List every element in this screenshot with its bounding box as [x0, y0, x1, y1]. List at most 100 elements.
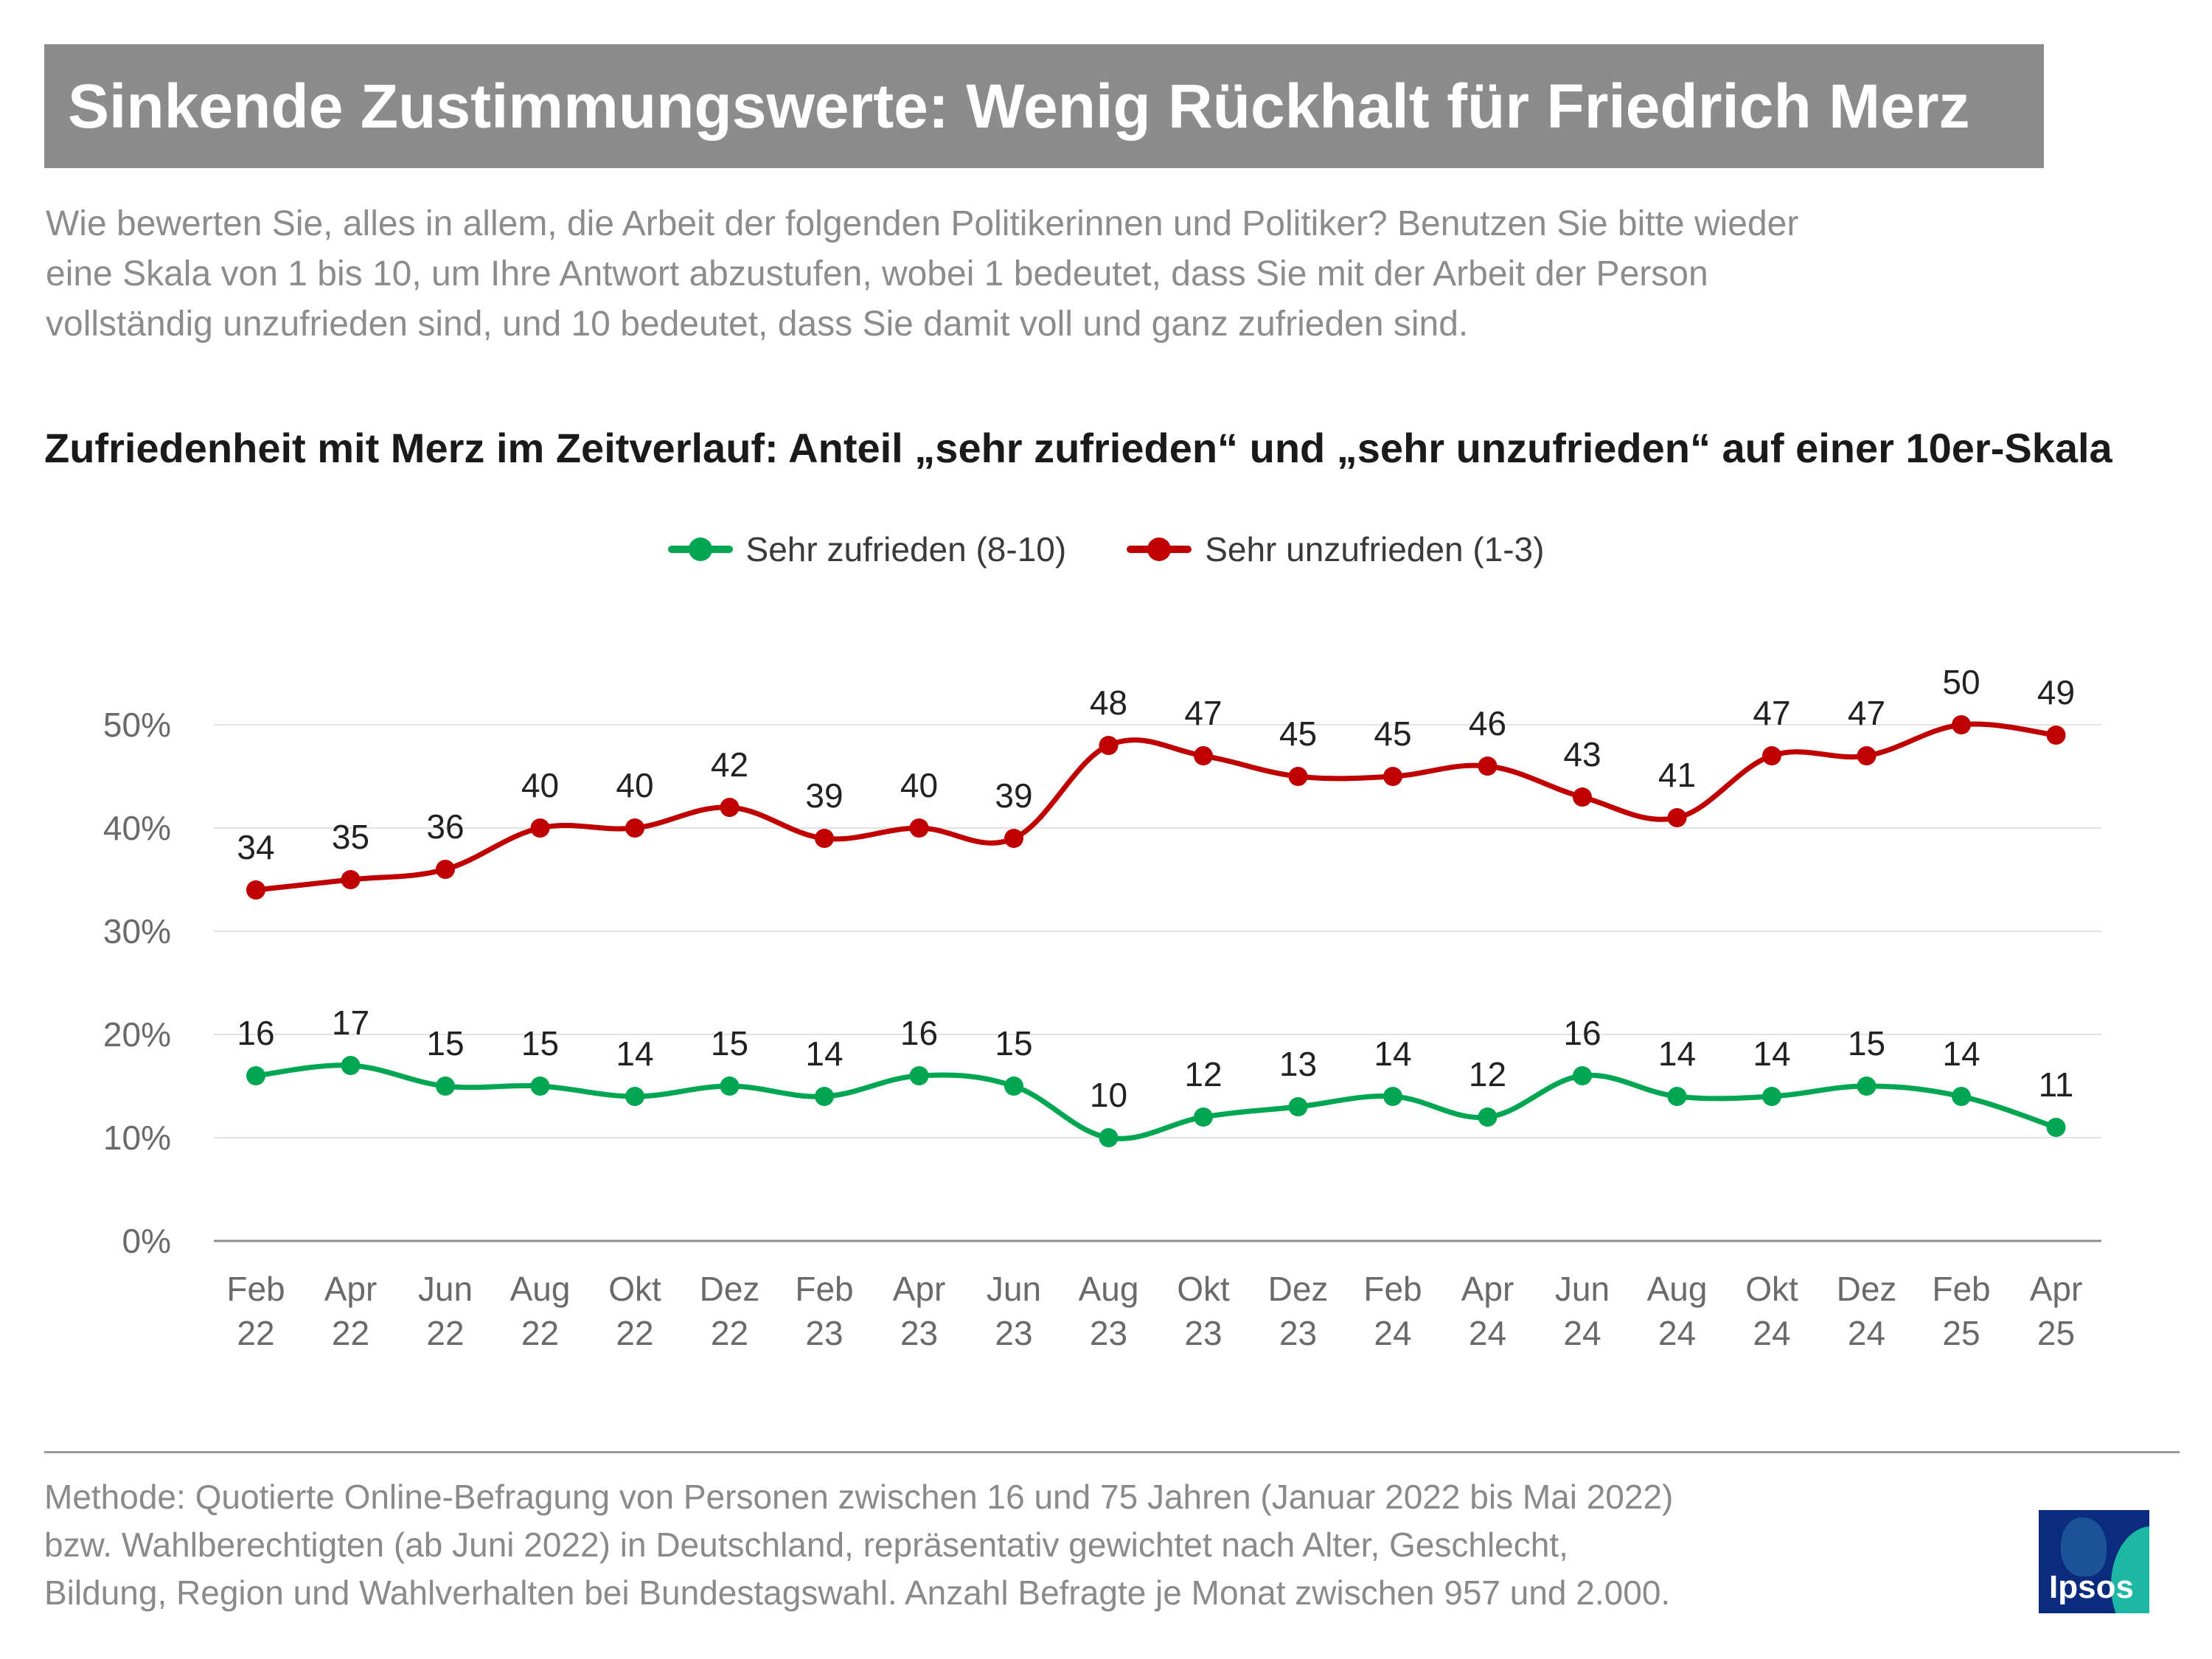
data-label: 14	[1753, 1034, 1790, 1073]
data-point-sehr-unzufrieden	[625, 818, 644, 838]
chart-legend: Sehr zufrieden (8-10) Sehr unzufrieden (…	[0, 529, 2212, 569]
x-tick-label-year: 22	[521, 1314, 559, 1352]
x-tick-label-month: Aug	[1647, 1270, 1708, 1308]
data-label: 16	[900, 1014, 938, 1052]
legend-item-sehr-unzufrieden: Sehr unzufrieden (1-3)	[1127, 529, 1544, 569]
data-label: 12	[1184, 1055, 1222, 1093]
data-label: 17	[332, 1004, 369, 1042]
y-tick-label: 40%	[103, 809, 171, 847]
data-point-sehr-zufrieden	[530, 1077, 550, 1096]
data-label: 15	[711, 1024, 748, 1062]
data-point-sehr-unzufrieden	[1952, 715, 1971, 734]
data-label: 15	[521, 1024, 559, 1062]
x-tick-label-year: 23	[1090, 1314, 1127, 1352]
data-label: 15	[995, 1024, 1032, 1062]
data-label: 15	[1848, 1024, 1885, 1062]
x-tick-label-month: Apr	[324, 1270, 378, 1308]
question-line: vollständig unzufrieden sind, und 10 bed…	[46, 305, 1469, 344]
footnote-line: Bildung, Region und Wahlverhalten bei Bu…	[44, 1573, 1671, 1612]
x-tick-label-month: Apr	[2030, 1270, 2083, 1308]
data-label: 41	[1658, 756, 1696, 794]
x-tick-label-year: 23	[995, 1314, 1032, 1352]
data-label: 40	[521, 766, 559, 804]
data-label: 14	[805, 1034, 843, 1073]
data-point-sehr-zufrieden	[1383, 1087, 1402, 1106]
x-tick-label-year: 24	[1753, 1314, 1790, 1352]
data-point-sehr-unzufrieden	[1857, 746, 1877, 765]
data-label: 42	[711, 745, 748, 784]
data-label: 16	[1563, 1014, 1601, 1052]
x-tick-label-month: Feb	[226, 1270, 285, 1308]
x-tick-label-year: 22	[616, 1314, 653, 1352]
data-point-sehr-zufrieden	[1099, 1128, 1119, 1147]
survey-question: Wie bewerten Sie, alles in allem, die Ar…	[46, 199, 2051, 349]
data-label: 47	[1184, 694, 1222, 732]
x-tick-label-year: 24	[1848, 1314, 1885, 1352]
x-tick-label-year: 22	[237, 1314, 274, 1352]
x-tick-label-month: Jun	[418, 1270, 473, 1308]
x-tick-label-month: Dez	[1268, 1270, 1329, 1308]
x-tick-label-year: 24	[1658, 1314, 1696, 1352]
legend-item-sehr-zufrieden: Sehr zufrieden (8-10)	[667, 529, 1066, 569]
data-label: 35	[332, 818, 369, 856]
x-tick-label-year: 23	[900, 1314, 938, 1352]
data-label: 49	[2037, 673, 2075, 712]
data-point-sehr-zufrieden	[1573, 1066, 1592, 1085]
data-label: 16	[237, 1014, 274, 1052]
series-line-sehr-unzufrieden	[253, 721, 2059, 893]
series-line-sehr-zufrieden	[253, 1062, 2059, 1141]
data-point-sehr-zufrieden	[341, 1056, 361, 1075]
x-tick-label-month: Dez	[700, 1270, 760, 1308]
footnote-line: bzw. Wahlberechtigten (ab Juni 2022) in …	[44, 1526, 1568, 1564]
data-label: 14	[1942, 1034, 1980, 1073]
data-point-sehr-unzufrieden	[1194, 746, 1213, 765]
data-label: 46	[1469, 704, 1506, 742]
x-tick-label-year: 23	[1279, 1314, 1317, 1352]
x-tick-label-month: Jun	[987, 1270, 1041, 1308]
data-point-sehr-unzufrieden	[341, 870, 361, 889]
data-point-sehr-unzufrieden	[1762, 746, 1781, 765]
legend-line-marker-icon	[1127, 538, 1192, 561]
chart-title: Zufriedenheit mit Merz im Zeitverlauf: A…	[44, 425, 2112, 471]
x-tick-label-year: 24	[1374, 1314, 1411, 1352]
data-point-sehr-zufrieden	[909, 1066, 929, 1085]
x-tick-label-month: Apr	[1461, 1270, 1514, 1308]
data-point-sehr-zufrieden	[1857, 1077, 1877, 1096]
x-tick-label-month: Aug	[510, 1270, 571, 1308]
x-tick-label-month: Okt	[1745, 1270, 1798, 1308]
data-point-sehr-zufrieden	[1478, 1107, 1498, 1127]
method-footnote: Methode: Quotierte Online-Befragung von …	[44, 1473, 2035, 1617]
x-tick-label-year: 25	[2037, 1314, 2075, 1352]
data-point-sehr-unzufrieden	[909, 818, 929, 838]
x-tick-label-month: Okt	[1177, 1270, 1230, 1308]
data-point-sehr-zufrieden	[1004, 1077, 1023, 1096]
x-tick-label-month: Aug	[1079, 1270, 1139, 1308]
data-label: 50	[1942, 663, 1980, 701]
data-label: 10	[1090, 1076, 1127, 1114]
data-point-sehr-unzufrieden	[530, 818, 550, 838]
data-label: 40	[616, 766, 653, 804]
data-label: 39	[995, 776, 1032, 815]
x-tick-label-year: 22	[426, 1314, 464, 1352]
data-point-sehr-unzufrieden	[815, 829, 834, 848]
x-tick-label-month: Dez	[1837, 1270, 1897, 1308]
data-label: 14	[1374, 1034, 1411, 1073]
data-label: 47	[1848, 694, 1885, 732]
legend-label: Sehr unzufrieden (1-3)	[1205, 530, 1545, 568]
data-point-sehr-unzufrieden	[1667, 808, 1687, 827]
x-tick-label-year: 24	[1469, 1314, 1506, 1352]
data-label: 14	[1658, 1034, 1696, 1073]
data-label: 36	[426, 807, 464, 846]
y-tick-label: 0%	[122, 1222, 171, 1260]
data-point-sehr-unzufrieden	[1099, 736, 1119, 755]
data-label: 13	[1279, 1045, 1317, 1083]
data-point-sehr-unzufrieden	[2046, 726, 2066, 745]
data-point-sehr-zufrieden	[246, 1066, 265, 1085]
data-point-sehr-zufrieden	[1762, 1087, 1781, 1106]
data-point-sehr-zufrieden	[815, 1087, 834, 1106]
x-tick-label-month: Feb	[1363, 1270, 1422, 1308]
x-tick-label-month: Apr	[893, 1270, 946, 1308]
data-label: 14	[616, 1034, 653, 1073]
x-tick-label-year: 23	[805, 1314, 843, 1352]
